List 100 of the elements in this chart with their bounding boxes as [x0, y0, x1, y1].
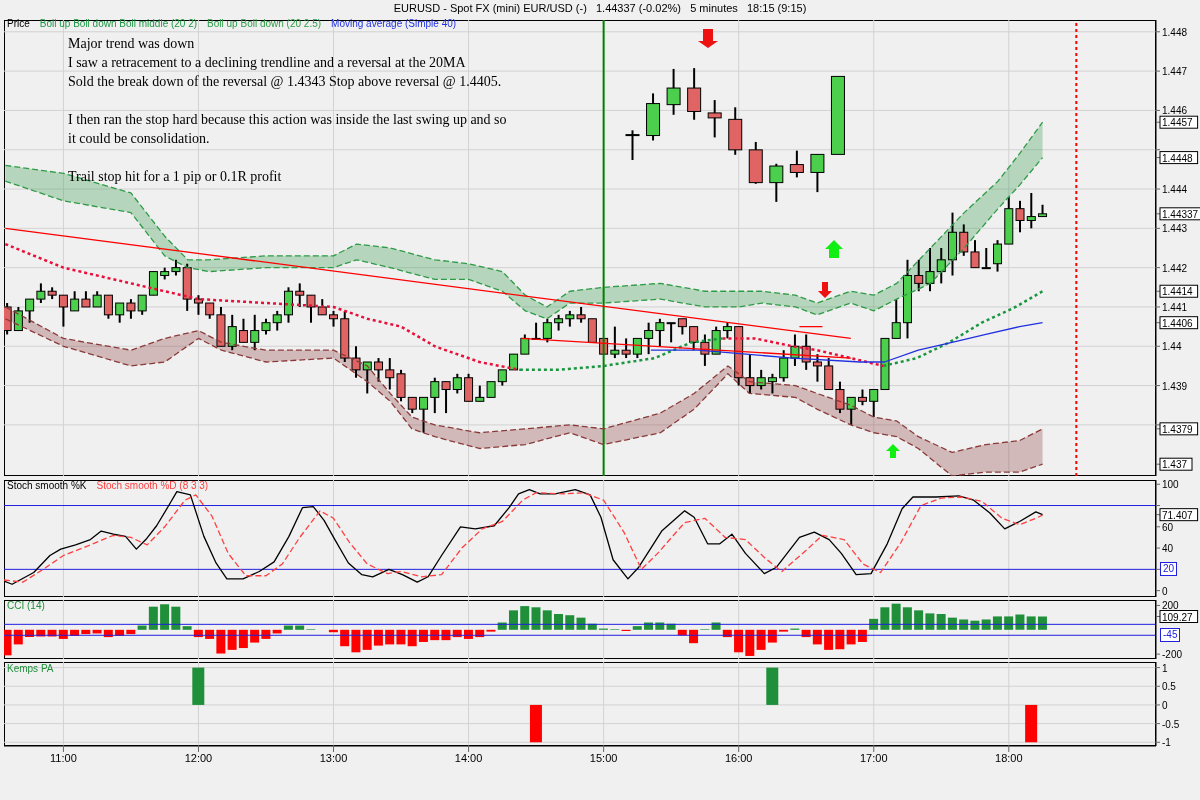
bar [824, 629, 834, 650]
y-tick-label: 0 [1162, 585, 1168, 597]
bar [283, 625, 293, 630]
y-tick-label: 1.44 [1162, 341, 1182, 353]
y-tick-label: 60 [1162, 521, 1174, 533]
bar [508, 610, 518, 630]
candlestick [767, 372, 777, 395]
bar [869, 618, 879, 630]
candlestick [779, 349, 789, 383]
candlestick [193, 294, 203, 316]
candlestick [1026, 191, 1036, 230]
bar [936, 613, 946, 630]
y-tick-label: 1.446 [1162, 105, 1188, 117]
bar [1015, 614, 1025, 630]
candlestick [295, 282, 305, 308]
candlestick [625, 129, 640, 162]
candlestick [36, 282, 46, 305]
candlestick [789, 149, 804, 179]
bar [689, 629, 699, 644]
bar [576, 617, 586, 630]
bar [1026, 616, 1036, 630]
candlestick [936, 247, 946, 285]
candlestick [687, 67, 702, 121]
bar [216, 629, 226, 654]
y-axis-title: Price [7, 18, 30, 29]
bar [925, 613, 935, 630]
ref-line-label: 20 [1160, 562, 1178, 577]
bar [914, 610, 924, 630]
candlestick [283, 286, 293, 324]
candlestick [981, 247, 991, 270]
bar [880, 607, 890, 630]
candlestick [520, 333, 530, 356]
candlestick [835, 380, 845, 415]
x-tick-label: 11:00 [50, 751, 77, 764]
candlestick [227, 313, 237, 352]
candlestick [351, 345, 361, 379]
bar [137, 625, 147, 630]
x-tick-label: 16:00 [724, 751, 753, 764]
y-tick-label: 109.27 [1162, 611, 1194, 623]
bar [891, 603, 901, 630]
candlestick [959, 223, 969, 257]
candlestick [58, 294, 68, 328]
bar [182, 626, 192, 630]
candlestick [689, 325, 699, 352]
y-tick-label: 1.4414 [1162, 286, 1194, 298]
candlestick [250, 313, 260, 352]
y-tick-label: 1.442 [1162, 262, 1188, 274]
candlestick [891, 298, 901, 340]
text: Kemps PA [7, 663, 54, 674]
y-tick-label: -200 [1162, 649, 1183, 661]
candlestick [70, 290, 80, 312]
y-tick-label: 40 [1162, 543, 1174, 555]
bar [542, 610, 552, 630]
candlestick [812, 353, 822, 383]
candlestick [769, 162, 784, 203]
bar [857, 629, 867, 642]
candlestick [103, 294, 113, 320]
series-label: Stoch smooth %D (8 3 3) [96, 480, 209, 491]
y-tick-label: -0.5 [1162, 718, 1180, 730]
candlestick [707, 99, 722, 139]
bar [902, 607, 912, 630]
bar [250, 629, 260, 643]
candlestick [970, 239, 980, 269]
bar [362, 629, 372, 650]
bar [632, 626, 642, 630]
bar [745, 629, 755, 656]
bar [407, 629, 417, 647]
annotation: I then ran the stop hard because this action was inside the last swing up and so it could be consolidation. [68, 111, 507, 148]
candlestick [464, 372, 474, 403]
y-tick-label: 71.407 [1162, 509, 1194, 521]
x-tick-label: 15:00 [589, 751, 618, 764]
candlestick [925, 247, 935, 293]
bar [160, 604, 170, 630]
y-tick-label: 1.444 [1162, 184, 1188, 196]
y-tick-label: 100 [1162, 479, 1180, 491]
bar [835, 629, 845, 650]
bar [171, 606, 181, 630]
bar [148, 606, 158, 630]
line-series [4, 156, 1044, 320]
y-tick-label: 1.44337 [1162, 208, 1199, 220]
y-tick-label: 1.4406 [1162, 317, 1194, 329]
text: Boll up Boll down (20 2.5) [207, 18, 322, 29]
bar [227, 629, 237, 650]
y-tick-label: 0.5 [1162, 681, 1177, 693]
bar [126, 629, 136, 635]
candlestick [745, 353, 755, 395]
bar [756, 629, 766, 650]
bar [554, 613, 563, 630]
text: Stoch smooth %K [7, 480, 87, 491]
y-tick-label: 1.4457 [1162, 117, 1194, 129]
bar [565, 615, 575, 630]
y-tick-label: 1.447 [1162, 66, 1188, 78]
candlestick [385, 357, 395, 391]
line-series [650, 322, 1044, 363]
candlestick [441, 380, 451, 415]
candlestick [374, 357, 384, 383]
x-tick-label: 13:00 [319, 751, 348, 764]
bar [981, 619, 991, 630]
bar [734, 629, 744, 653]
candlestick [846, 396, 856, 426]
